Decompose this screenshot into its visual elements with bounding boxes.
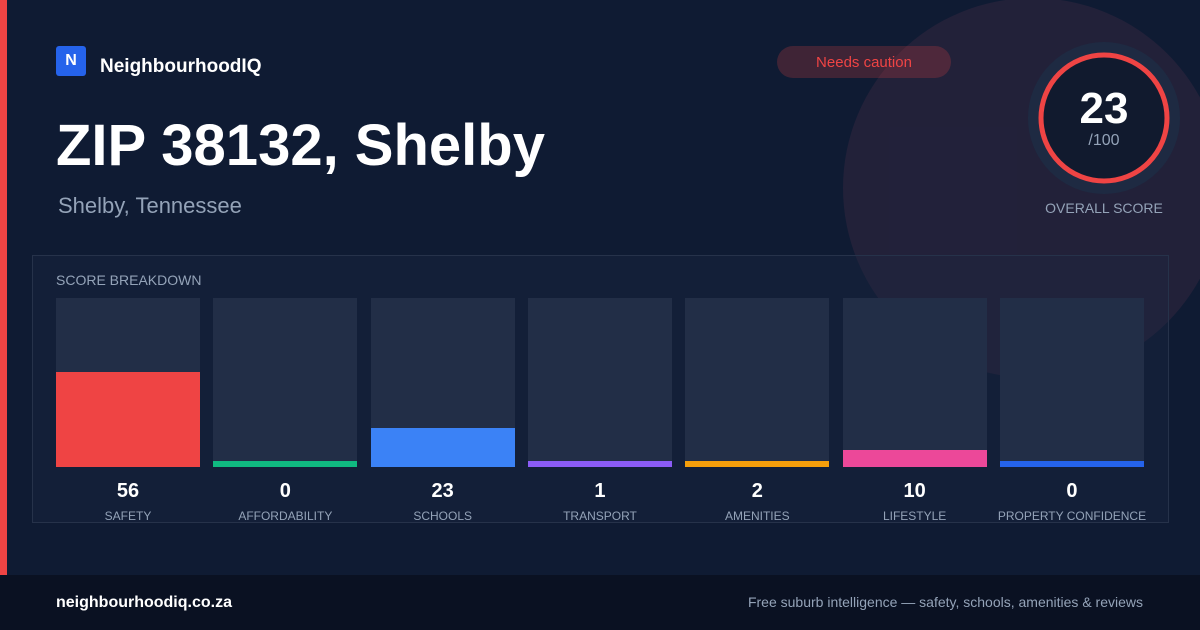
bar-value: 1 — [594, 480, 606, 502]
bar-track — [999, 298, 1144, 467]
subtitle: Shelby, Tennessee — [58, 193, 242, 218]
bar-label: AFFORDABILITY — [238, 509, 333, 523]
overall-max: /100 — [1088, 132, 1120, 149]
overall-score: 23 — [1079, 84, 1129, 133]
bar-label: SCHOOLS — [413, 509, 472, 523]
bar-label: LIFESTYLE — [882, 509, 947, 523]
title: ZIP 38132, Shelby — [56, 113, 545, 178]
bar-track — [685, 298, 830, 467]
bar-track — [527, 298, 672, 467]
bar — [999, 461, 1144, 467]
footer-tagline: Free suburb intelligence — safety, schoo… — [747, 594, 1143, 610]
bar — [56, 372, 200, 467]
bar-value: 0 — [279, 480, 291, 502]
bar — [370, 428, 515, 467]
footer-site: neighbourhoodiq.co.za — [56, 594, 232, 611]
bar — [685, 461, 830, 467]
bar-track — [842, 298, 987, 467]
bar-value: 56 — [116, 480, 140, 502]
bar-value: 2 — [751, 480, 763, 502]
bar-value: 23 — [431, 480, 454, 502]
bar — [842, 450, 987, 467]
score-ring — [1028, 42, 1180, 194]
brand-name: NeighbourhoodIQ — [100, 56, 262, 77]
logo: N — [56, 46, 86, 76]
bar — [213, 461, 358, 467]
bar-value: 0 — [1066, 480, 1078, 502]
bar-track — [213, 298, 358, 467]
accent-stripe — [0, 0, 7, 575]
overall-label: OVERALL SCORE — [1045, 200, 1163, 216]
badge: Needs caution — [777, 46, 951, 78]
footer — [0, 575, 1200, 630]
ring — [1038, 52, 1170, 184]
bar-label: SAFETY — [104, 509, 152, 523]
bar-label: TRANSPORT — [563, 509, 637, 523]
breakdown-title: SCORE BREAKDOWN — [56, 272, 202, 288]
bar — [527, 461, 672, 467]
bar-label: PROPERTY CONFIDENCE — [997, 509, 1147, 523]
bar-label: AMENITIES — [724, 509, 790, 523]
bar-value: 10 — [903, 480, 926, 502]
